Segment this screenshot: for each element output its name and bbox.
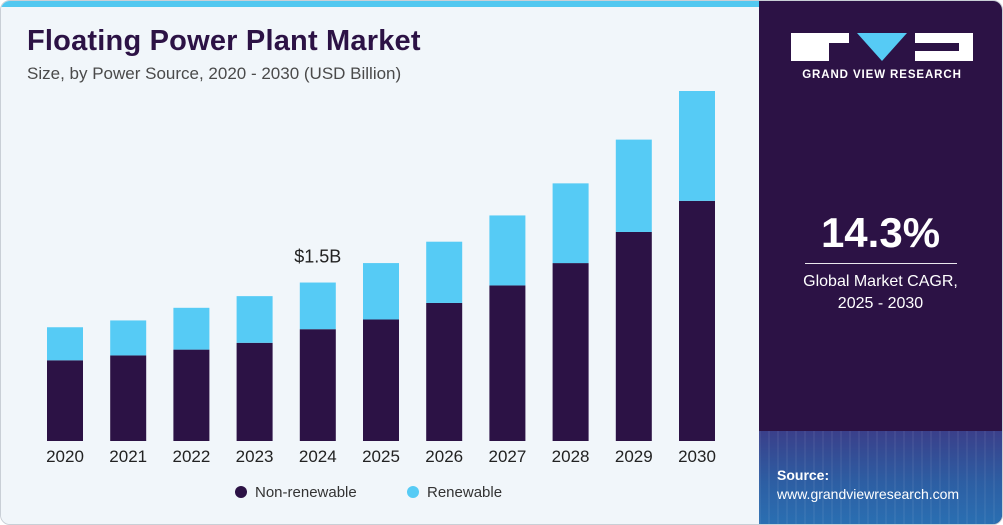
cagr-divider	[805, 263, 957, 264]
chart-panel: Floating Power Plant Market Size, by Pow…	[1, 1, 759, 524]
x-tick-label-2025: 2025	[362, 447, 400, 466]
bar-nonrenewable-2027	[489, 285, 526, 441]
x-tick-label-2022: 2022	[172, 447, 210, 466]
x-tick-label-2026: 2026	[425, 447, 463, 466]
legend-label-nonrenewable: Non-renewable	[255, 484, 357, 501]
cagr-label: Global Market CAGR, 2025 - 2030	[759, 271, 1002, 315]
cagr-label-line2: 2025 - 2030	[837, 295, 924, 312]
cagr-label-line1: Global Market CAGR,	[803, 273, 958, 290]
bar-renewable-2022	[173, 307, 210, 350]
data-label-2024: $1.5B	[294, 247, 341, 267]
x-tick-label-2020: 2020	[46, 447, 84, 466]
bar-renewable-2025	[363, 263, 399, 320]
x-tick-label-2028: 2028	[552, 447, 590, 466]
bar-renewable-2026	[426, 241, 463, 303]
bar-nonrenewable-2023	[236, 342, 273, 441]
bar-renewable-2028	[552, 183, 589, 264]
bar-nonrenewable-2026	[426, 302, 463, 441]
bar-renewable-2023	[236, 296, 273, 343]
brand-name: GRAND VIEW RESEARCH	[802, 69, 962, 81]
logo-right-block	[915, 33, 973, 61]
bar-nonrenewable-2028	[552, 263, 589, 441]
bar-renewable-2021	[110, 320, 147, 356]
logo-triangle	[857, 33, 907, 61]
cagr-value: 14.3%	[820, 209, 941, 256]
source-band	[759, 431, 1002, 524]
bar-nonrenewable-2024	[299, 329, 336, 441]
x-tick-label-2027: 2027	[488, 447, 526, 466]
stacked-bar-chart: 2020 2021 2022 2023 2024 2025 2026 2027 2028 2029…	[46, 91, 716, 501]
bar-renewable-2030	[679, 91, 715, 201]
legend-label-renewable: Renewable	[427, 484, 502, 501]
bar-nonrenewable-2030	[679, 200, 715, 441]
x-tick-label-2023: 2023	[236, 447, 274, 466]
bar-nonrenewable-2025	[363, 319, 399, 441]
bar-renewable-2020	[47, 327, 83, 361]
source-label: Source:	[777, 467, 830, 483]
source-url[interactable]: www.grandviewresearch.com	[777, 486, 960, 502]
legend-marker-nonrenewable	[235, 486, 247, 498]
info-panel: GRAND VIEW RESEARCH 14.3% Global Market …	[759, 1, 1002, 524]
bar-nonrenewable-2020	[47, 360, 83, 441]
x-tick-label-2030: 2030	[678, 447, 716, 466]
bar-nonrenewable-2022	[173, 349, 210, 441]
chart-subtitle: Size, by Power Source, 2020 - 2030 (USD …	[27, 64, 402, 83]
legend-marker-renewable	[407, 486, 419, 498]
logo-left-block	[791, 33, 849, 61]
x-tick-label-2029: 2029	[615, 447, 653, 466]
bar-nonrenewable-2029	[615, 231, 652, 441]
bar-renewable-2027	[489, 215, 526, 286]
bar-renewable-2029	[615, 139, 652, 232]
x-tick-label-2024: 2024	[299, 447, 337, 466]
accent-bar	[1, 1, 759, 7]
bar-renewable-2024	[299, 282, 336, 330]
brand-logo	[791, 33, 973, 61]
bar-nonrenewable-2021	[110, 355, 147, 441]
x-tick-label-2021: 2021	[109, 447, 147, 466]
chart-title: Floating Power Plant Market	[27, 25, 421, 57]
